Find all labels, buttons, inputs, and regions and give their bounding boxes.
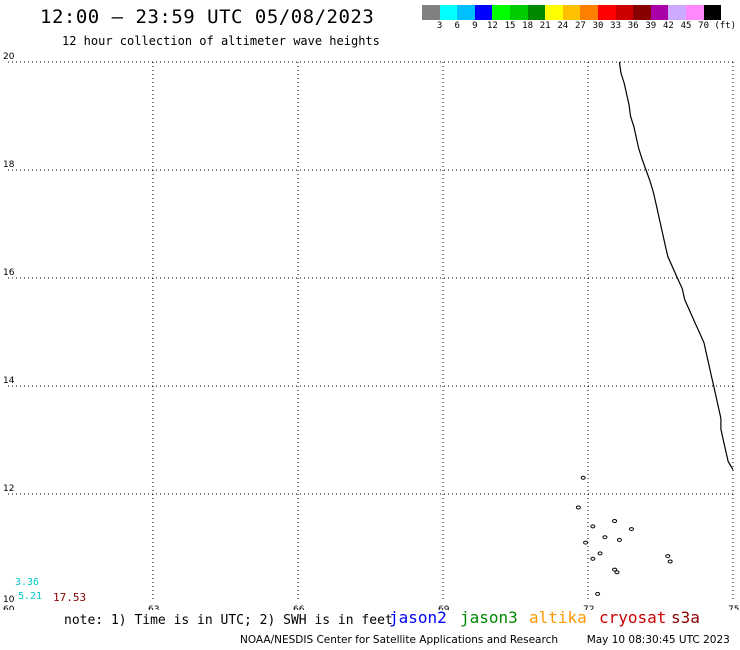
lat-tick-label: 18 [3,160,15,170]
island [665,554,671,559]
color-legend-tick: 36 [627,21,639,31]
color-legend-tick: 3 [436,21,443,31]
lat-tick-label: 16 [3,268,15,278]
mission-jason3: jason3 [460,608,518,627]
lat-tick-label: 12 [3,484,14,494]
wave-value-label: 5.21 [18,591,43,602]
island [602,535,608,540]
lon-tick-label: 75 [728,605,739,610]
mission-altika: altika [529,608,587,627]
color-swatch [668,5,686,20]
mission-jason2: jason2 [389,608,447,627]
footnote: note: 1) Time is in UTC; 2) SWH is in fe… [64,613,393,628]
page-title: 12:00 – 23:59 UTC 05/08/2023 [40,6,375,28]
color-swatch [562,5,581,20]
color-legend-unit: (ft) [714,21,737,31]
credit-line: NOAA/NESDIS Center for Satellite Applica… [240,634,730,646]
color-swatch [527,5,546,20]
color-swatch [650,5,669,20]
color-legend-tick: 30 [592,21,604,31]
island [595,591,601,596]
island [597,551,603,556]
mission-s3a: s3a [671,608,700,627]
island [580,475,586,480]
island [583,540,589,545]
lon-tick-label: 66 [293,605,305,610]
wave-height-map: 60 63 66 69 72 75 10 12 14 16 18 20 [3,52,739,610]
color-legend-tick: 70 [698,21,710,31]
wave-value-label: 17.53 [53,591,87,604]
color-swatch [633,5,651,20]
island [590,524,596,529]
island [612,519,618,523]
lon-tick-label: 69 [438,605,450,610]
island [616,537,622,542]
color-legend-tick: 9 [472,21,478,31]
lat-tick-label: 14 [3,376,15,386]
island [667,559,673,564]
island [629,527,634,532]
color-swatch [597,5,616,20]
island [590,556,596,561]
color-swatch [422,5,440,20]
color-swatch [545,5,563,20]
color-swatch [474,5,493,20]
color-legend-tick: 15 [504,21,516,31]
lon-tick-label: 60 [3,605,15,610]
color-swatch [580,5,598,20]
color-legend-tick: 6 [454,21,460,31]
mission-cryosat: cryosat [599,608,667,627]
color-swatch [685,5,704,20]
color-legend-tick: 39 [645,21,657,31]
lon-tick-label: 63 [148,605,159,610]
generated-timestamp: May 10 08:30:45 UTC 2023 [586,634,730,646]
island [575,505,581,510]
color-legend-tick: 21 [539,21,551,31]
color-legend-tick: 33 [610,21,622,31]
color-legend-labels: 3 6 9 12 15 18 21 24 27 30 33 36 39 42 45 70 (ft) [422,21,740,33]
color-legend-tick: 45 [680,21,692,31]
color-swatch [615,5,634,20]
page-subtitle: 12 hour collection of altimeter wave hei… [62,34,380,48]
color-legend [422,5,722,20]
color-legend-tick: 12 [486,21,498,31]
credit-text: NOAA/NESDIS Center for Satellite Applica… [240,634,558,646]
lat-tick-label: 10 [3,595,15,605]
wave-value-label: 3.36 [15,577,40,588]
color-swatch [457,5,475,20]
color-legend-tick: 18 [522,21,534,31]
lon-tick-label: 72 [583,605,594,610]
color-legend-tick: 27 [574,21,586,31]
color-swatch [492,5,510,20]
color-legend-tick: 42 [662,21,674,31]
color-legend-tick: 24 [557,21,569,31]
island [612,567,618,572]
island [614,570,620,575]
color-swatch [703,5,722,20]
color-swatch [439,5,458,20]
coastline [618,61,734,471]
color-swatch [509,5,528,20]
lat-tick-label: 20 [3,52,15,62]
